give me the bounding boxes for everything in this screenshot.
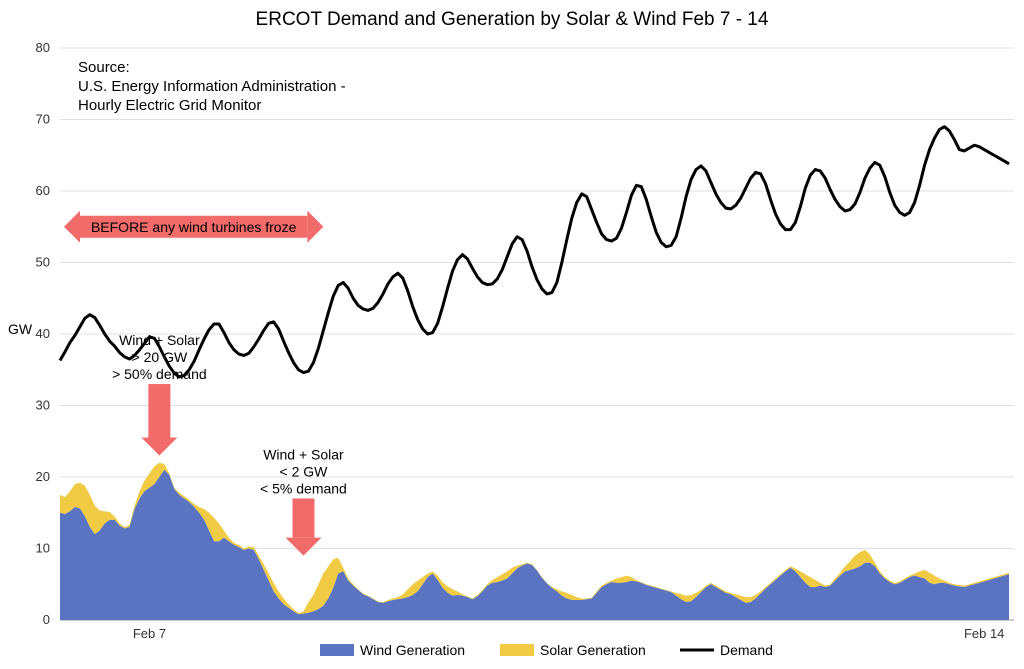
y-tick-label: 30 bbox=[36, 398, 50, 413]
chart-title: ERCOT Demand and Generation by Solar & W… bbox=[256, 9, 769, 30]
legend-swatch-solar bbox=[500, 644, 534, 656]
y-tick-label: 80 bbox=[36, 40, 50, 55]
annotation-text-line: < 5% demand bbox=[260, 480, 347, 496]
y-tick-label: 20 bbox=[36, 469, 50, 484]
annotation-text-line: Wind + Solar bbox=[263, 446, 344, 462]
y-tick-label: 70 bbox=[36, 112, 50, 127]
y-tick-label: 40 bbox=[36, 326, 50, 341]
legend-label-wind: Wind Generation bbox=[360, 642, 465, 658]
source-text-line: U.S. Energy Information Administration - bbox=[78, 78, 346, 95]
annotation-text-line: < 2 GW bbox=[280, 463, 329, 479]
y-tick-label: 60 bbox=[36, 183, 50, 198]
chart-container: ERCOT Demand and Generation by Solar & W… bbox=[0, 0, 1024, 669]
x-tick-label: Feb 7 bbox=[133, 626, 166, 641]
x-tick-label: Feb 14 bbox=[964, 626, 1004, 641]
chart-svg: ERCOT Demand and Generation by Solar & W… bbox=[0, 0, 1024, 669]
legend-label-solar: Solar Generation bbox=[540, 642, 646, 658]
y-tick-label: 0 bbox=[43, 612, 50, 627]
down-arrow-stem bbox=[292, 498, 314, 537]
annotation-text-line: Wind + Solar bbox=[119, 332, 200, 348]
down-arrow-stem bbox=[148, 384, 170, 438]
y-tick-label: 50 bbox=[36, 255, 50, 270]
callout-band-text: BEFORE any wind turbines froze bbox=[91, 219, 297, 235]
legend-label-demand: Demand bbox=[720, 642, 773, 658]
y-axis-label: GW bbox=[8, 321, 33, 337]
legend-swatch-wind bbox=[320, 644, 354, 656]
annotation-text-line: > 50% demand bbox=[112, 366, 207, 382]
y-tick-label: 10 bbox=[36, 541, 50, 556]
source-text-line: Source: bbox=[78, 59, 130, 76]
source-text-line: Hourly Electric Grid Monitor bbox=[78, 97, 261, 114]
annotation-text-line: > 20 GW bbox=[132, 349, 188, 365]
